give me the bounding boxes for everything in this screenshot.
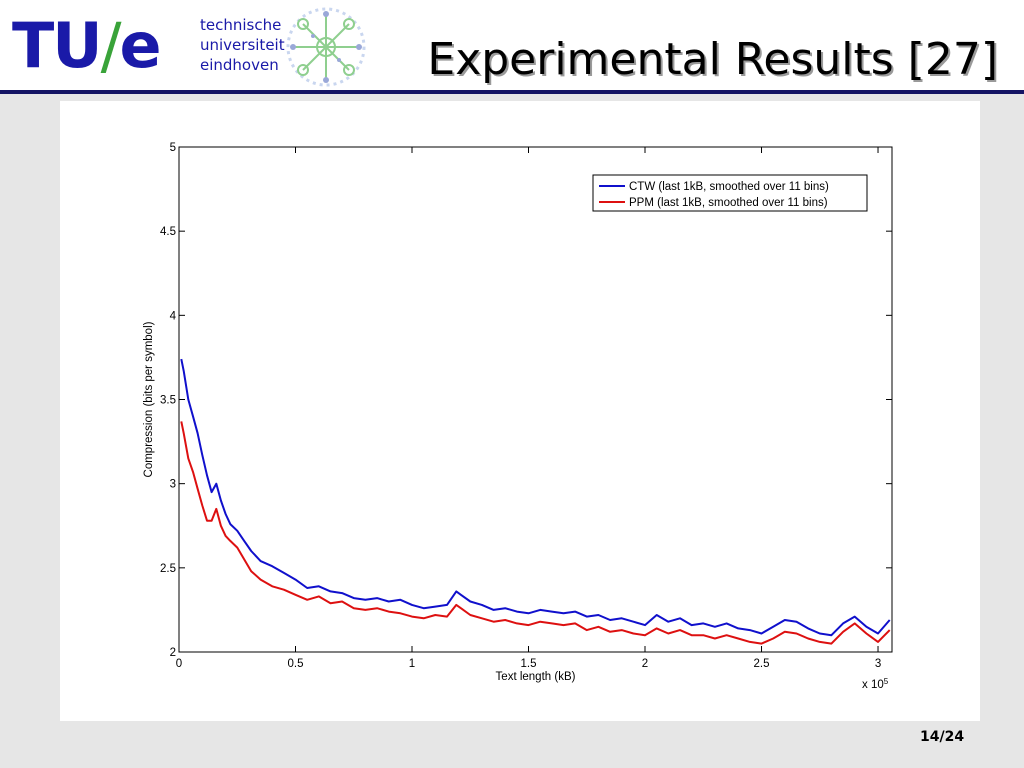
y-tick-label: 2.5	[160, 563, 176, 575]
logo-mark-e: e	[119, 9, 162, 82]
x-tick-label: 3	[875, 658, 881, 670]
y-tick-label: 5	[170, 142, 176, 154]
university-name-line: eindhoven	[200, 56, 279, 74]
university-name-line: technische	[200, 16, 282, 34]
legend-entry: CTW (last 1kB, smoothed over 11 bins)	[629, 181, 829, 193]
page-number: 14/24	[920, 729, 965, 745]
plot-frame	[178, 146, 893, 653]
legend-entry: PPM (last 1kB, smoothed over 11 bins)	[629, 197, 828, 209]
y-axis-label: Compression (bits per symbol)	[143, 321, 155, 477]
x-tick-label: 0	[176, 658, 182, 670]
x-axis-label: Text length (kB)	[496, 671, 576, 683]
slide-header: TU/e technische universiteit eindhoven E…	[0, 0, 1024, 94]
x-axis-multiplier-exponent: 5	[884, 677, 889, 686]
y-tick-label: 3.5	[160, 395, 176, 407]
university-emblem-icon	[286, 7, 366, 87]
y-tick-label: 4.5	[160, 226, 176, 238]
axis-ticks: 0 0.5 1 1.5 2 2.5 3 2 2.5 3 3.5 4 4.5 5	[160, 142, 892, 670]
series-line-ppm	[180, 421, 891, 645]
university-name-line: universiteit	[200, 36, 285, 54]
chart-legend: CTW (last 1kB, smoothed over 11 bins) PPM…	[592, 174, 868, 212]
logo-mark-tu: TU	[12, 9, 103, 82]
series-line-ctw	[180, 358, 891, 637]
legend-box	[592, 174, 868, 212]
slide-title: Experimental Results [27]	[427, 34, 998, 85]
x-tick-label: 0.5	[288, 658, 304, 670]
x-tick-label: 2.5	[754, 658, 770, 670]
y-tick-label: 3	[170, 479, 176, 491]
y-tick-label: 4	[170, 310, 177, 322]
university-name: technische universiteit eindhoven	[200, 15, 285, 75]
compression-chart: 0 0.5 1 1.5 2 2.5 3 2 2.5 3 3.5 4 4.5 5 Text length (…	[143, 142, 893, 692]
y-tick-label: 2	[170, 647, 176, 659]
x-tick-label: 2	[642, 658, 648, 670]
chart-series	[180, 358, 891, 645]
tue-logo-mark: TU/e	[12, 6, 162, 86]
x-tick-label: 1.5	[521, 658, 537, 670]
logo-mark-slash: /	[100, 9, 122, 82]
x-tick-label: 1	[409, 658, 415, 670]
x-axis-multiplier: x 105	[862, 677, 889, 692]
header-divider	[0, 90, 1024, 94]
figure-panel: 0 0.5 1 1.5 2 2.5 3 2 2.5 3 3.5 4 4.5 5 Text length (…	[60, 101, 980, 721]
x-axis-multiplier-base: x 10	[862, 679, 884, 691]
